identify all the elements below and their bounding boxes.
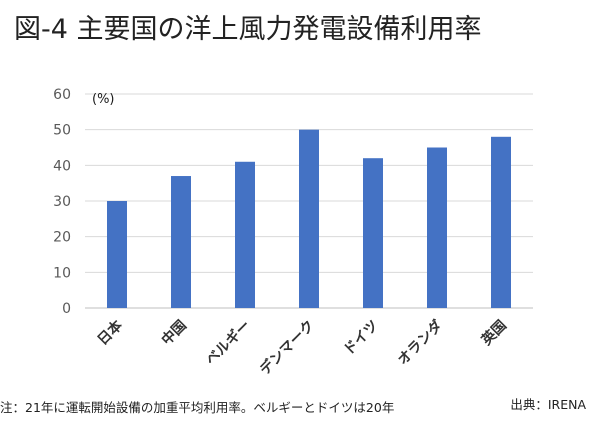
y-tick-label: 20: [53, 230, 71, 246]
x-tick-label: 英国: [477, 317, 510, 350]
bar: [491, 136, 511, 308]
y-unit-label: (%): [92, 92, 115, 107]
y-tick-label: 0: [62, 301, 71, 317]
x-tick-label: オランダ: [394, 317, 446, 369]
y-axis-ticks: 0 10 20 30 40 50 60: [53, 87, 71, 317]
y-tick-label: 30: [53, 194, 71, 210]
y-tick-label: 10: [53, 265, 71, 281]
bar: [363, 158, 383, 308]
x-tick-label: デンマーク: [256, 317, 318, 379]
page-title: 図-4 主要国の洋上風力発電設備利用率: [14, 14, 482, 45]
bar: [299, 129, 319, 308]
bar: [427, 147, 447, 308]
bars: [107, 129, 511, 308]
x-tick-label: 中国: [158, 317, 190, 349]
x-tick-label: ベルギー: [202, 317, 254, 369]
x-tick-label: ドイツ: [341, 318, 382, 359]
x-tick-label: 日本: [94, 316, 127, 349]
bar: [107, 201, 127, 308]
footnote: 注：21年に運転開始設備の加重平均利用率。ベルギーとドイツは20年: [0, 400, 395, 415]
y-tick-label: 50: [53, 123, 71, 139]
bar: [171, 176, 191, 308]
bar: [235, 161, 255, 308]
source-credit: 出典：IRENA: [510, 397, 586, 412]
y-tick-label: 40: [53, 158, 71, 174]
y-tick-label: 60: [53, 87, 71, 103]
x-axis-ticks: 日本 中国 ベルギー デンマーク ドイツ オランダ 英国: [94, 316, 510, 378]
